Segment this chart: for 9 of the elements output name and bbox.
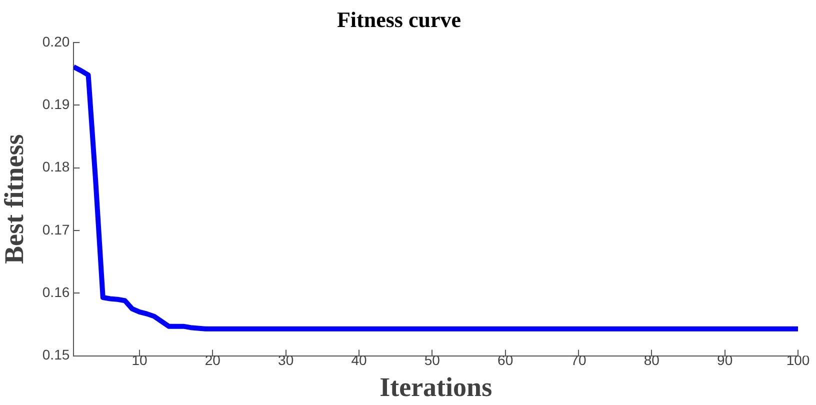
y-axis-title: Best fitness	[0, 134, 30, 264]
x-axis-title: Iterations	[380, 372, 492, 402]
y-tick-label: 0.17	[42, 221, 70, 238]
y-tick-label: 0.18	[42, 158, 70, 175]
y-tick-label: 0.15	[42, 346, 70, 363]
y-tick-label: 0.20	[42, 33, 70, 50]
chart-title: Fitness curve	[336, 6, 462, 32]
y-tick-label: 0.19	[42, 96, 70, 112]
y-tick-label: 0.16	[42, 284, 70, 300]
